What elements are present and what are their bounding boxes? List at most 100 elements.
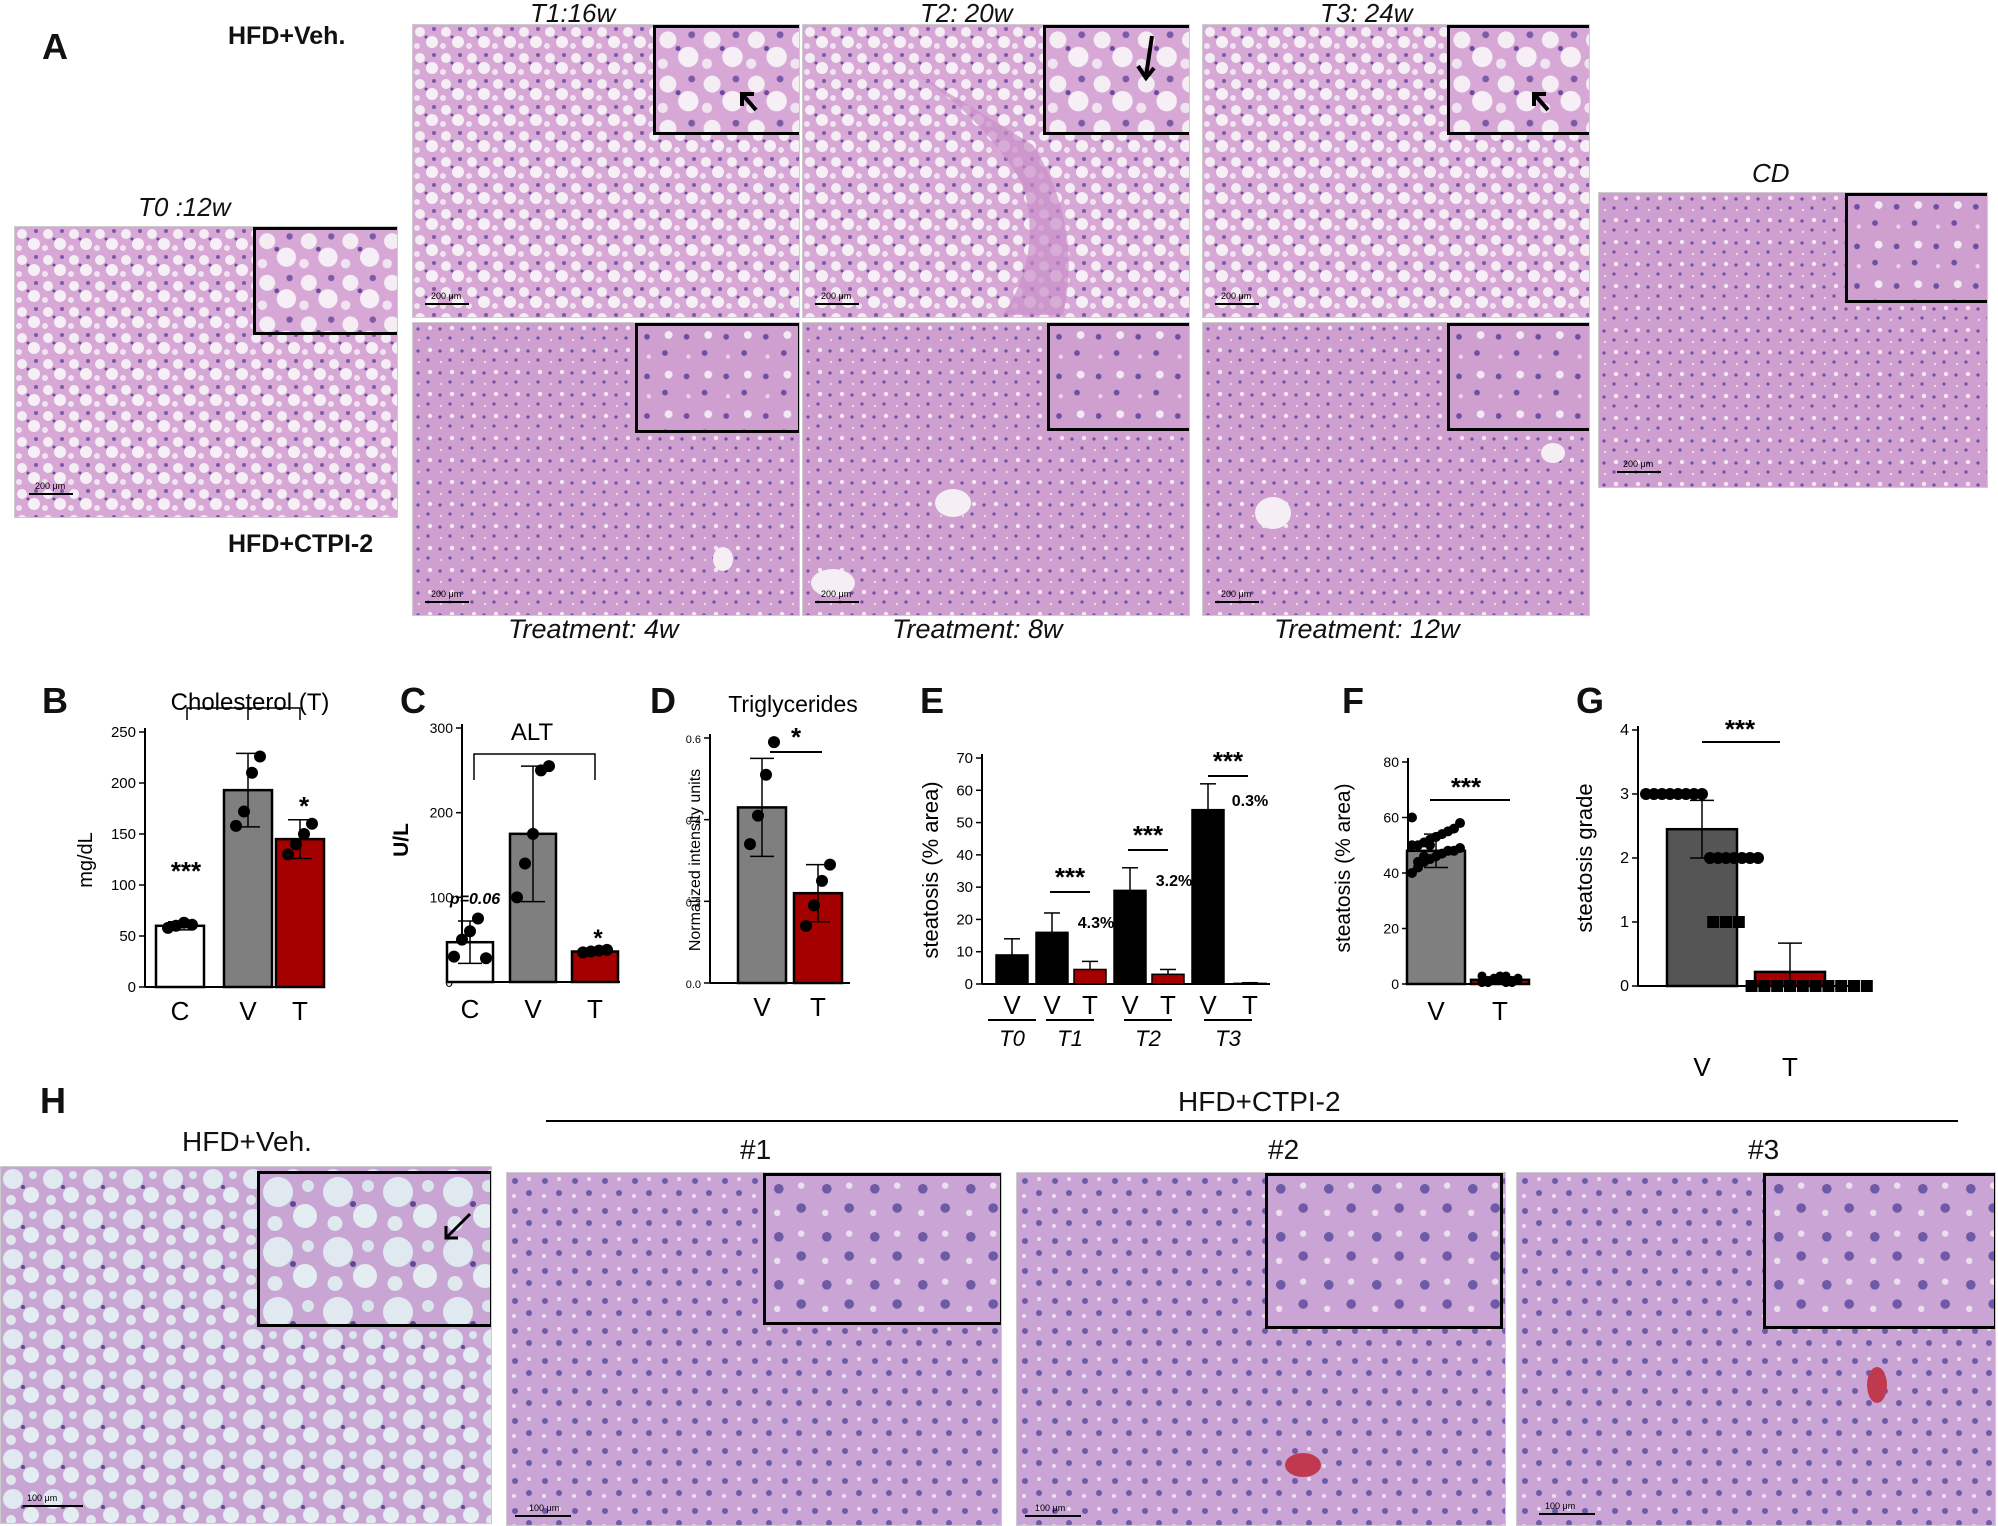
y-tick-label-E: 50 [956, 815, 973, 832]
row-label-veh: HFD+Veh. [228, 22, 346, 50]
data-point-G [1732, 916, 1745, 928]
scale-label: 200 μm [35, 481, 66, 491]
category-label-B: C [171, 996, 190, 1026]
y-tick-label-B: 200 [111, 775, 136, 792]
scale-label: 200 μm [821, 291, 852, 301]
micrograph-h-1: 100 μm [506, 1172, 1002, 1526]
chart-title-B: Cholesterol (T) [171, 689, 330, 716]
y-tick-label-D: 0.0 [686, 979, 701, 991]
chart-title-D: Triglycerides [728, 691, 858, 717]
micrograph-ctpi-12w: 200 μm [1202, 322, 1590, 616]
inset-h-1 [763, 1173, 1001, 1325]
data-point-C [519, 857, 531, 870]
y-axis-label-D: Normalized intensity units [687, 769, 704, 951]
micrograph-ctpi-8w: 200 μm [802, 322, 1190, 616]
data-point-B [290, 838, 302, 851]
micrograph-veh-t2: 200 μm [802, 24, 1190, 318]
col-label-t1: T1:16w [530, 0, 616, 28]
data-point-G [1848, 980, 1860, 992]
bar-B-T [274, 837, 326, 989]
bar-label-E: T [1242, 990, 1258, 1020]
category-label-F: T [1492, 996, 1508, 1026]
y-tick-label-E: 20 [956, 911, 973, 928]
micrograph-veh-t3: 200 μm [1202, 24, 1590, 318]
bar-label-E: T [1160, 990, 1176, 1020]
y-tick-label-B: 100 [111, 877, 136, 894]
significance-f: *** [1451, 772, 1482, 802]
arrow-icon [740, 92, 758, 112]
data-point-F [1419, 851, 1429, 862]
bar-label-E: V [1003, 990, 1021, 1020]
category-label-D: T [810, 992, 826, 1022]
y-tick-label-C: 300 [430, 720, 454, 736]
data-point-B [186, 918, 198, 931]
h-sample-1-label: #1 [740, 1134, 772, 1165]
data-point-D [744, 838, 756, 851]
y-tick-label-F: 60 [1383, 810, 1399, 826]
data-point-B [230, 819, 242, 832]
data-point-F [1455, 843, 1465, 854]
h-sample-2-label: #2 [1268, 1134, 1300, 1165]
scale-label: 100 μm [1035, 1503, 1066, 1513]
y-tick-label-F: 80 [1383, 754, 1399, 770]
y-axis-label-G: steatosis grade [1572, 783, 1597, 932]
scale-bar [515, 1515, 571, 1517]
scale-bar [1025, 1515, 1081, 1517]
data-point-G [1758, 980, 1771, 992]
y-tick-label-E: 40 [956, 847, 973, 864]
significance-g: *** [1725, 714, 1756, 744]
significance-E: *** [1133, 820, 1164, 850]
data-point-C [472, 912, 484, 925]
data-point-C [601, 943, 613, 956]
micrograph-t0: 200 μm [14, 226, 398, 518]
data-point-D [816, 874, 828, 887]
treatment-label-8w: Treatment: 8w [892, 614, 1063, 644]
group-label-E: T3 [1215, 1026, 1241, 1051]
inset-cd [1845, 193, 1987, 303]
data-point-G [1860, 980, 1873, 992]
bracket-b [186, 707, 301, 720]
h-ctpi-divider [546, 1120, 1958, 1122]
data-point-B [246, 766, 258, 779]
bar-label-E: V [1043, 990, 1061, 1020]
chart-svg-G: 0 1 2 3 4 steatosis grade V T *** [1572, 714, 1873, 1082]
panel-letter-a: A [42, 26, 68, 67]
data-point-F [1455, 818, 1465, 829]
bar-B-C [154, 924, 206, 989]
bar-label-E: T [1082, 990, 1098, 1020]
h-ctpi-label: HFD+CTPI-2 [1178, 1086, 1341, 1117]
significance-b-t: * [299, 791, 310, 821]
y-tick-label-B: 0 [128, 979, 136, 996]
category-label-C: C [461, 994, 480, 1024]
data-point-C [543, 760, 555, 773]
scale-bar [425, 601, 469, 603]
inset-ctpi-8w [1047, 323, 1189, 431]
data-point-C [527, 827, 539, 840]
y-tick-label-D: 0.4 [686, 816, 701, 828]
arrow-icon [444, 1212, 472, 1240]
row-label-ctpi: HFD+CTPI-2 [228, 530, 374, 558]
data-point-G [1796, 980, 1809, 992]
micrograph-h-3: 100 μm [1516, 1172, 1996, 1526]
y-tick-label-G: 3 [1620, 786, 1629, 803]
data-point-F [1407, 812, 1417, 823]
bar-E-V-T1 [1035, 931, 1069, 985]
y-axis-label-C: U/L [390, 823, 413, 857]
scale-bar [1215, 601, 1259, 603]
data-point-B [254, 750, 266, 763]
y-tick-label-E: 0 [965, 976, 973, 993]
scale-bar [1539, 1513, 1595, 1515]
scale-bar [23, 1505, 83, 1507]
percent-label-E: 0.3% [1232, 793, 1268, 810]
data-point-D [824, 858, 836, 871]
scale-label: 200 μm [431, 291, 462, 301]
data-point-G [1784, 980, 1796, 992]
t0-label: T0 :12w [138, 192, 231, 222]
category-label-G: T [1782, 1052, 1798, 1082]
panel-letter-b: B [42, 680, 68, 721]
data-point-D [808, 899, 820, 912]
data-point-G [1835, 980, 1848, 992]
panel-letter-c: C [400, 680, 426, 721]
bar-label-E: V [1199, 990, 1217, 1020]
